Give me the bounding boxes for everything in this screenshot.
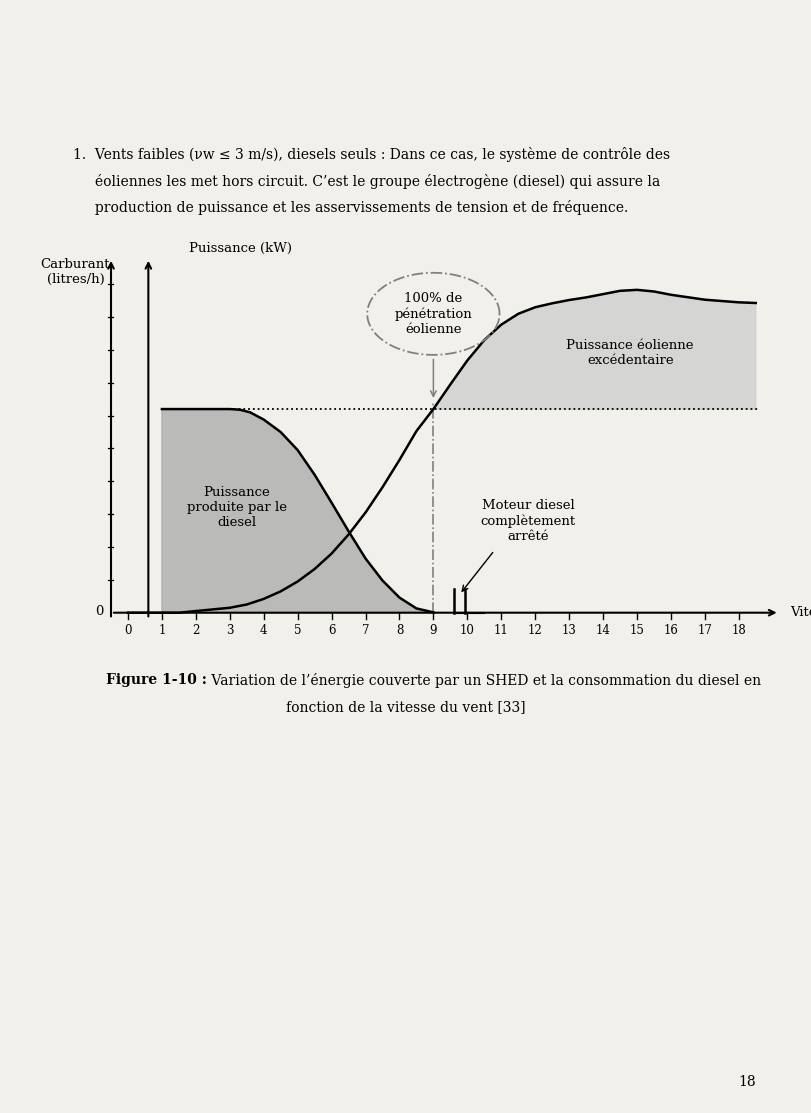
Polygon shape [161,410,433,612]
Text: 18: 18 [737,1074,755,1089]
Text: 8: 8 [395,623,402,637]
Text: 6: 6 [328,623,335,637]
Text: 9: 9 [429,623,436,637]
Text: 10: 10 [459,623,474,637]
Text: 5: 5 [294,623,301,637]
Text: 4: 4 [260,623,267,637]
Text: 17: 17 [697,623,711,637]
Text: 2: 2 [192,623,200,637]
Text: 0: 0 [124,623,131,637]
Text: Moteur diesel
complètement
arrêté: Moteur diesel complètement arrêté [480,499,575,542]
Text: Figure 1-10 :: Figure 1-10 : [105,673,206,688]
Text: 11: 11 [493,623,508,637]
Polygon shape [433,289,755,410]
Text: production de puissance et les asservissements de tension et de fréquence.: production de puissance et les asserviss… [73,200,628,215]
Text: 100% de
pénétration
éolienne: 100% de pénétration éolienne [394,292,472,336]
Text: 18: 18 [731,623,745,637]
Text: 1: 1 [158,623,165,637]
Text: 7: 7 [362,623,369,637]
Text: 16: 16 [663,623,677,637]
Text: Variation de l’énergie couverte par un SHED et la consommation du diesel en: Variation de l’énergie couverte par un S… [207,673,760,688]
Text: fonction de la vitesse du vent [33]: fonction de la vitesse du vent [33] [285,700,526,715]
Text: Puissance éolienne
excédentaire: Puissance éolienne excédentaire [566,339,693,367]
Text: Puissance (kW): Puissance (kW) [189,242,292,255]
Text: éoliennes les met hors circuit. C’est le groupe électrogène (diesel) qui assure : éoliennes les met hors circuit. C’est le… [73,174,659,188]
Text: 15: 15 [629,623,644,637]
Text: 3: 3 [225,623,234,637]
Text: Vitesse du vent (m/s): Vitesse du vent (m/s) [789,607,811,619]
Text: Carburant
(litres/h): Carburant (litres/h) [41,258,110,286]
Text: Puissance
produite par le
diesel: Puissance produite par le diesel [187,486,286,529]
Text: 14: 14 [595,623,610,637]
Text: 1.  Vents faibles (νᴡ ≤ 3 m/s), diesels seuls : Dans ce cas, le système de contr: 1. Vents faibles (νᴡ ≤ 3 m/s), diesels s… [73,147,669,161]
Text: 13: 13 [561,623,576,637]
Text: 0: 0 [95,604,104,618]
Text: 12: 12 [527,623,542,637]
